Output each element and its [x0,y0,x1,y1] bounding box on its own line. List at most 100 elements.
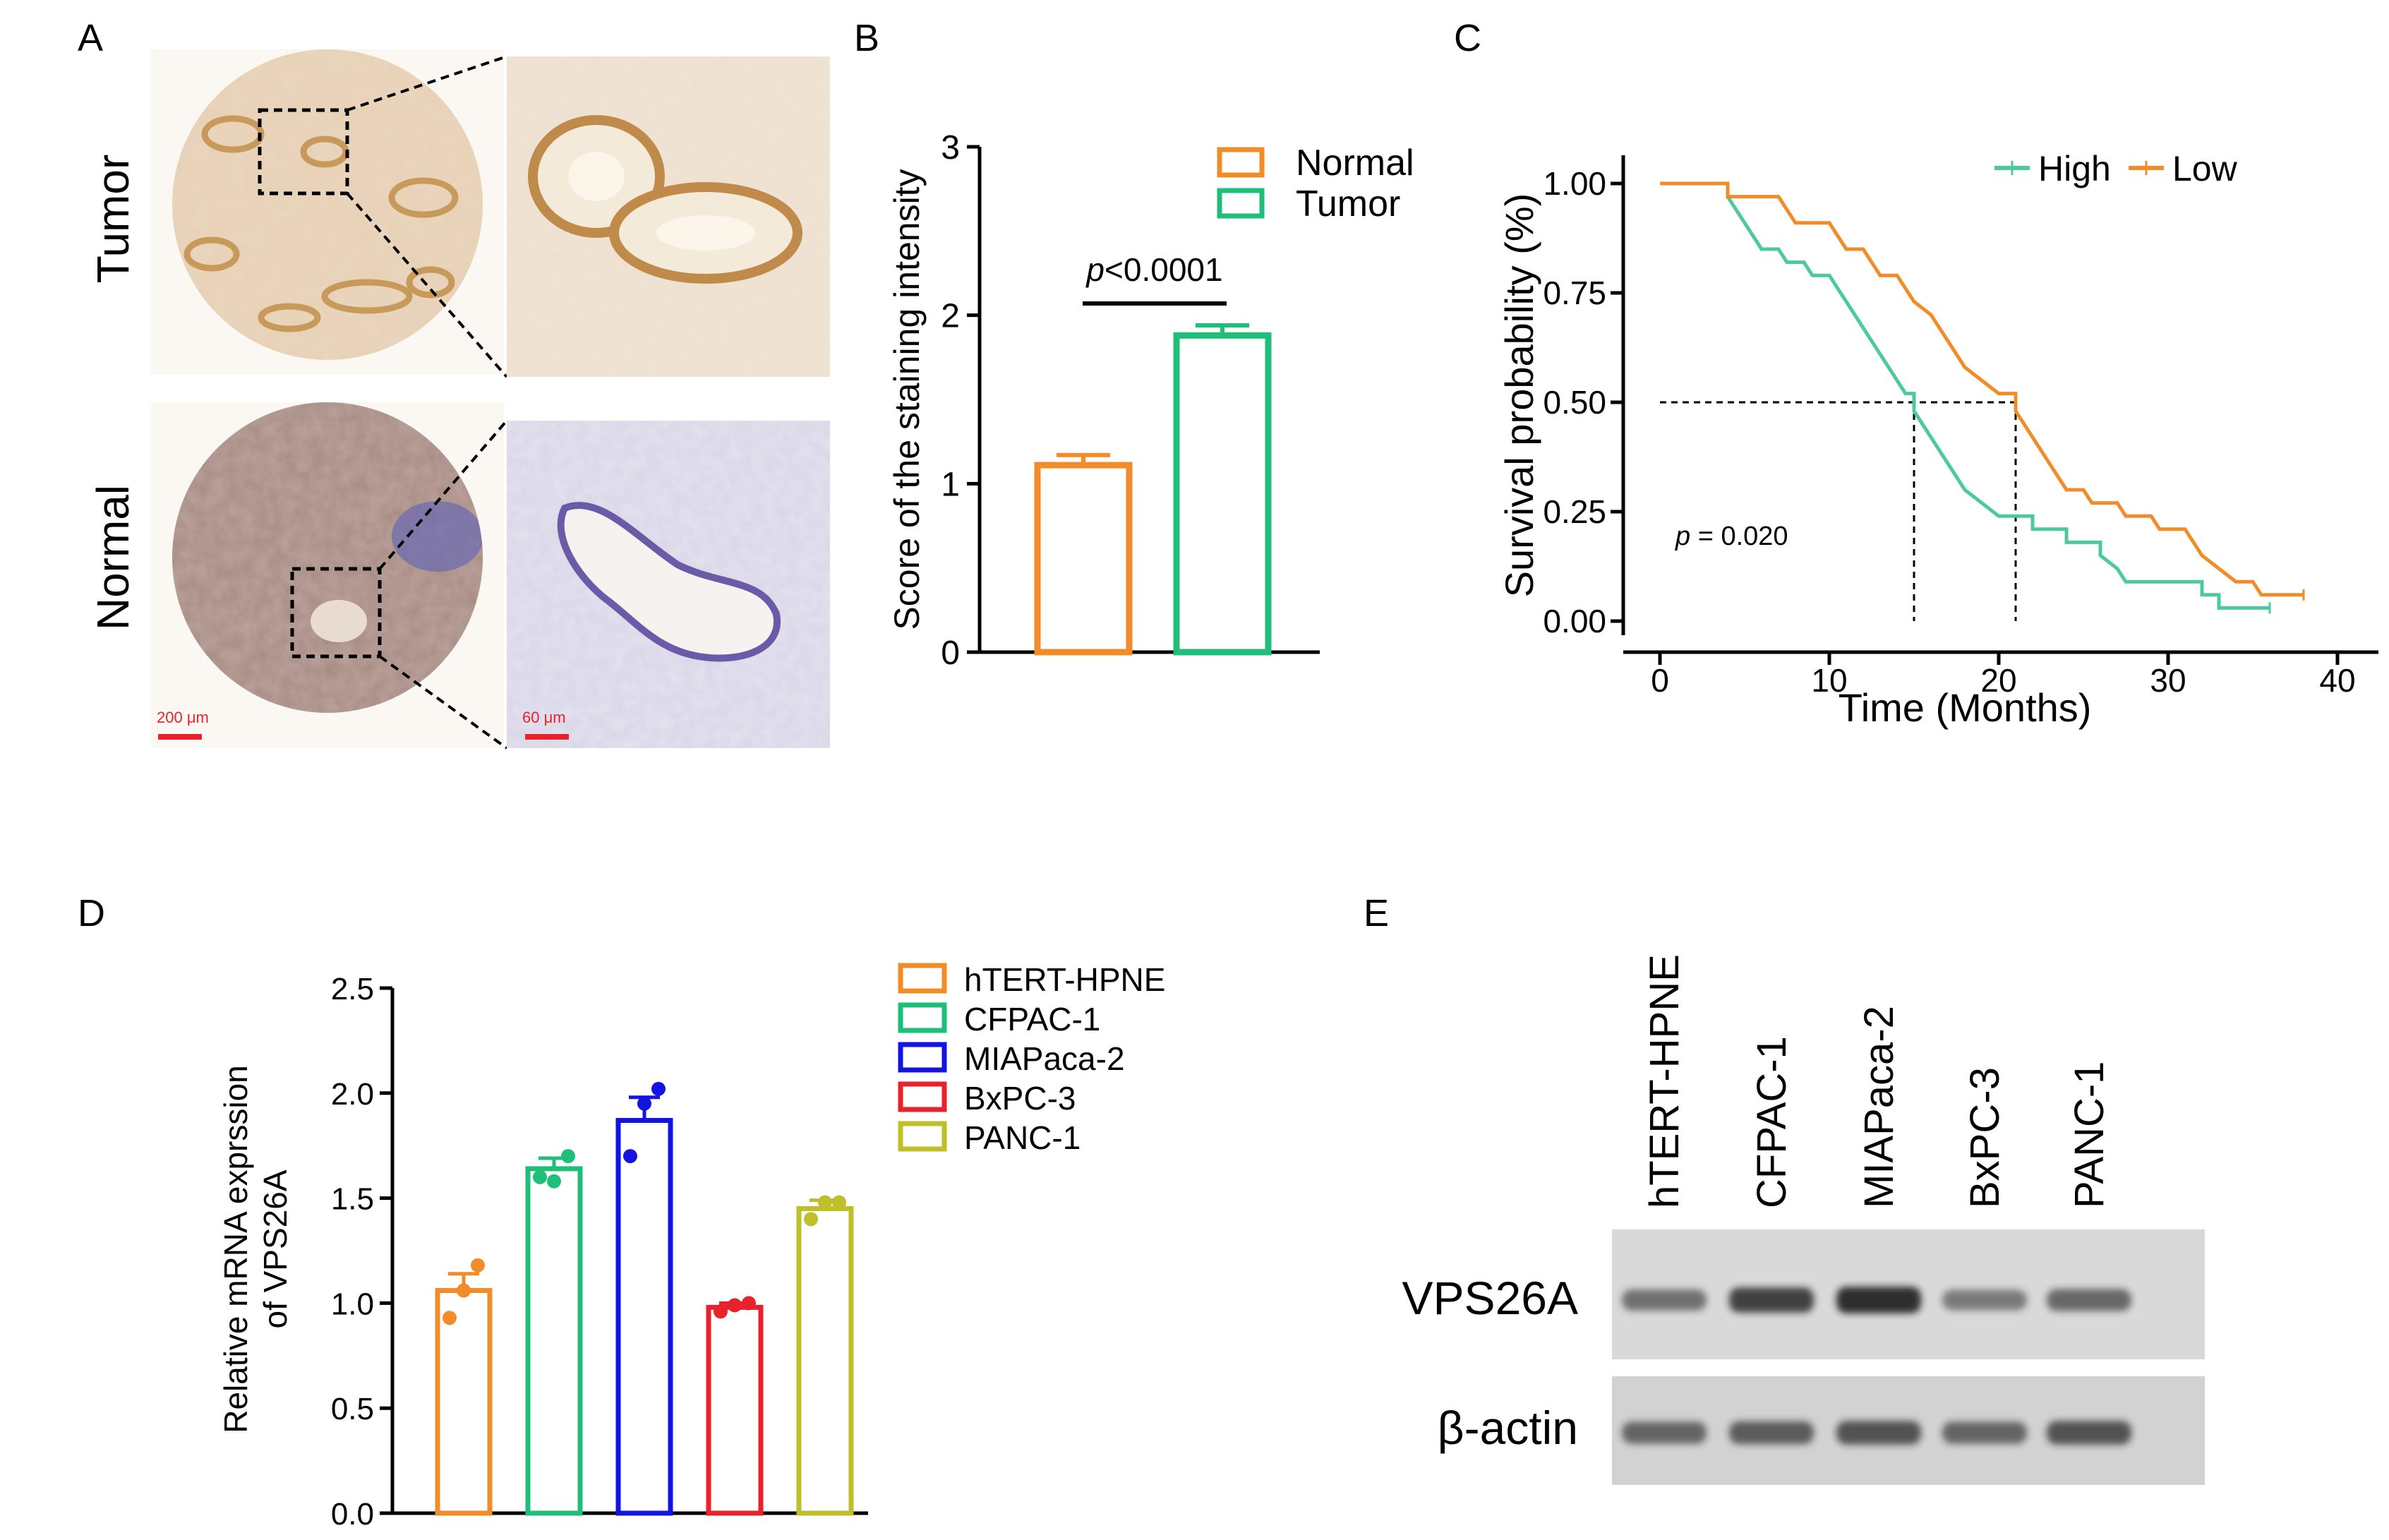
legend-swatch-panc-1 [898,1121,947,1152]
y-tick-label: 2.0 [331,1077,374,1112]
data-point [651,1081,666,1096]
data-point [623,1149,637,1164]
bar-normal [1034,462,1133,656]
row-label-vps26a: VPS26A [1402,1272,1579,1324]
survival-curve-high [1660,181,2270,610]
y-tick-label: 0.0 [331,1497,374,1532]
y-tick-label: 1.00 [1543,165,1606,202]
band-vps26a-miapaca-2 [1836,1287,1921,1313]
band-actin-bxpc-3 [1942,1421,2027,1444]
y-tick-label: 0.5 [331,1392,374,1426]
p-value: <0.0001 [1105,251,1223,288]
data-point [714,1304,728,1319]
x-tick-label: 10 [1811,662,1847,699]
bar-cfpac-1 [525,1166,583,1516]
data-point [832,1195,846,1210]
y-tick-label: 1 [941,466,960,503]
p-letter: p [1675,522,1690,551]
panel-a: A Tumor Normal [78,17,830,750]
legend-swatch-tumor [1217,188,1265,219]
y-axis-label: Relative mRNA exprssion [217,1065,254,1433]
p-value: = 0.020 [1690,522,1788,551]
p-letter: p [1085,251,1105,288]
y-axis-label: Score of the staining intensity [887,169,927,630]
y-tick-label: 1.0 [331,1287,374,1321]
legend-swatch-cfpac-1 [898,1002,947,1033]
survival-curve-low [1660,181,2304,597]
legend-label-cfpac-1: CFPAC-1 [964,1001,1100,1037]
band-actin-miapaca-2 [1836,1421,1921,1445]
p-value-annotation: p<0.0001 [1085,251,1222,288]
scale-bar-60: 60 μm [522,709,569,740]
data-point [457,1283,471,1298]
y-tick-label: 2 [941,298,960,335]
panel-c-letter: C [1454,17,1481,59]
data-point [471,1258,485,1273]
lane-label-panc-1: PANC-1 [2066,1061,2112,1208]
bar-htert-hpne [435,1288,493,1516]
legend-label-panc-1: PANC-1 [964,1119,1081,1156]
panel-b-letter: B [854,17,879,59]
y-tick-label: 3 [941,129,960,167]
band-actin-cfpac-1 [1729,1421,1814,1445]
panel-b: B 0 1 2 3 Score of the staining intensity p<0… [854,17,1414,672]
lane-label-htert-hpne: hTERT-HPNE [1642,954,1687,1208]
data-point [818,1195,832,1210]
band-actin-htert-hpne [1622,1421,1707,1444]
x-tick-label: 30 [2150,662,2186,699]
svg-text:200 μm: 200 μm [157,709,209,726]
panel-a-letter: A [78,17,103,59]
row-label-tumor: Tumor [88,155,138,284]
legend-swatch-htert-hpne [898,963,947,994]
data-point [728,1298,742,1313]
y-tick-label: 0.00 [1543,603,1606,639]
western-blot: hTERT-HPNE CFPAC-1 MIAPaca-2 BxPC-3 PANC-1 VP… [1402,954,2205,1485]
bar-panc-1 [796,1205,854,1516]
tumor-zoom-box [258,108,349,195]
legend-label-low: Low [2172,149,2238,188]
y-tick-label: 0.50 [1543,384,1606,421]
data-point [547,1174,561,1189]
legend-label-high: High [2038,149,2111,188]
data-point [742,1296,756,1311]
row-label-actin: β-actin [1438,1402,1578,1454]
y-axis-label: of VPS26A [257,1169,294,1328]
normal-zoom-image [507,421,830,748]
lane-label-miapaca-2: MIAPaca-2 [1856,1006,1902,1208]
legend-label-miapaca-2: MIAPaca-2 [964,1040,1125,1077]
chart-c: 0.00 0.25 0.50 0.75 1.00 0 10 20 30 40 Time (Month… [1497,149,2378,730]
data-point [443,1311,457,1325]
normal-zoom-box [290,567,382,658]
panel-c: C 0.00 0.25 0.50 0.75 1.00 0 10 20 30 40 Time (Mon… [1454,17,2378,730]
svg-text:60 μm: 60 μm [522,709,566,726]
data-point [804,1212,818,1227]
x-tick-label: 40 [2319,662,2355,699]
tumor-core-image [151,49,504,374]
panel-d-letter: D [78,892,105,934]
legend-swatch-miapaca-2 [898,1042,947,1073]
scale-bar-200: 200 μm [157,709,209,740]
panel-e-letter: E [1364,892,1389,934]
legend-label-normal: Normal [1296,143,1414,184]
lane-label-cfpac-1: CFPAC-1 [1749,1036,1795,1208]
chart-d: 0.0 0.5 1.0 1.5 2.0 2.5 Relative mRNA exprssio… [217,961,1165,1532]
band-vps26a-panc-1 [2047,1289,2131,1311]
band-vps26a-cfpac-1 [1729,1287,1814,1313]
y-tick-label: 2.5 [331,972,374,1006]
y-tick-label: 0.25 [1543,493,1606,530]
lane-label-bxpc-3: BxPC-3 [1962,1067,2008,1208]
y-axis-label: Survival probability (%) [1497,193,1541,598]
legend-swatch-normal [1217,147,1265,178]
legend-label-htert-hpne: hTERT-HPNE [964,961,1165,998]
y-tick-label: 0.75 [1543,275,1606,311]
y-tick-label: 1.5 [331,1182,374,1217]
y-tick-label: 0 [941,634,960,672]
band-vps26a-bxpc-3 [1942,1289,2027,1311]
band-vps26a-htert-hpne [1622,1289,1707,1311]
tumor-zoom-image [507,56,830,377]
panel-e: E hTERT-HPNE CFPAC-1 MIAPaca-2 BxPC-3 PANC-1… [1364,892,2205,1485]
legend-label-bxpc-3: BxPC-3 [964,1080,1076,1117]
row-label-normal: Normal [88,485,138,630]
legend-label-tumor: Tumor [1296,184,1400,224]
